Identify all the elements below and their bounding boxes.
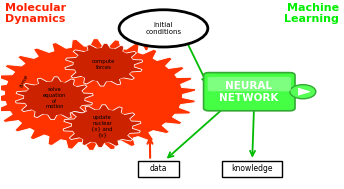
Bar bbox=[222, 161, 282, 177]
Text: NEURAL
NETWORK: NEURAL NETWORK bbox=[219, 81, 278, 102]
Polygon shape bbox=[298, 88, 310, 95]
Circle shape bbox=[74, 49, 133, 81]
Circle shape bbox=[73, 110, 131, 142]
Text: Machine
Learning: Machine Learning bbox=[284, 3, 339, 24]
Circle shape bbox=[25, 82, 84, 114]
Bar bbox=[138, 161, 179, 177]
Text: solve
equation
of
motion: solve equation of motion bbox=[43, 87, 66, 109]
Text: initial
conditions: initial conditions bbox=[146, 22, 182, 35]
Text: compute
forces: compute forces bbox=[92, 59, 116, 70]
Circle shape bbox=[290, 85, 316, 99]
Text: knowledge: knowledge bbox=[232, 164, 273, 174]
Ellipse shape bbox=[119, 10, 208, 47]
Text: update
nuclear
{x} and
{v}: update nuclear {x} and {v} bbox=[91, 115, 113, 137]
FancyBboxPatch shape bbox=[208, 77, 291, 91]
Polygon shape bbox=[0, 39, 196, 150]
Polygon shape bbox=[15, 77, 93, 120]
Text: time: time bbox=[19, 73, 29, 88]
Text: data: data bbox=[150, 164, 167, 174]
Polygon shape bbox=[65, 43, 143, 86]
Circle shape bbox=[8, 48, 180, 141]
FancyBboxPatch shape bbox=[204, 73, 295, 111]
Polygon shape bbox=[63, 105, 141, 148]
Text: Molecular
Dynamics: Molecular Dynamics bbox=[5, 3, 66, 24]
